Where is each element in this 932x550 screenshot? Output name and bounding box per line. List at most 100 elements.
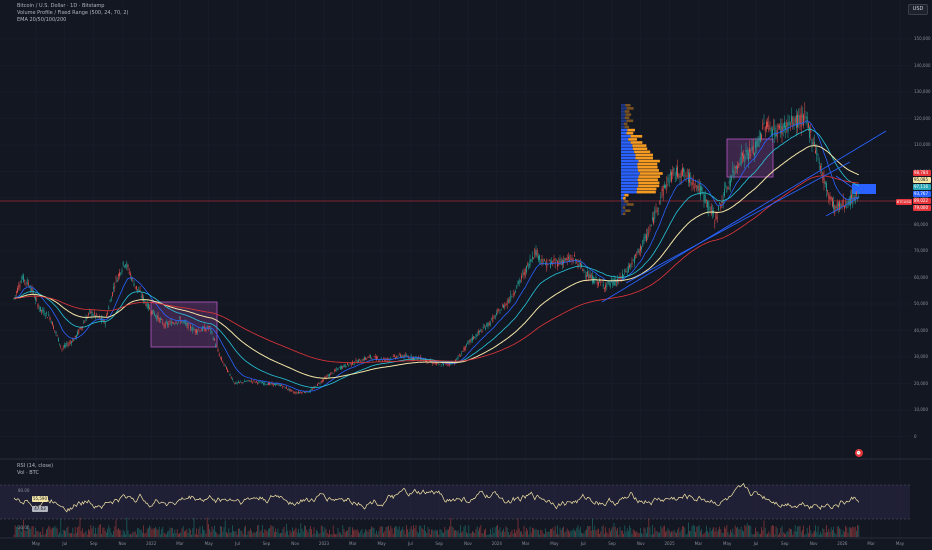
candle-body — [514, 293, 515, 295]
candle-body — [334, 369, 335, 372]
volume-bar — [731, 532, 732, 537]
volume-bar — [281, 532, 282, 537]
candle-body — [524, 269, 526, 276]
symbol-title[interactable]: Bitcoin / U.S. Dollar · 1D · Bitstamp — [17, 3, 105, 9]
candle-body — [376, 356, 377, 361]
volume-bar — [685, 534, 687, 537]
ema-legend[interactable]: EMA 20/50/100/200 — [17, 17, 67, 23]
vp-down-bar — [624, 200, 629, 203]
candle-body — [479, 330, 480, 333]
volume-bar — [464, 525, 466, 537]
candle-body — [361, 360, 363, 362]
price-tag: 89,022 — [913, 198, 931, 204]
candle-body — [786, 122, 788, 127]
volume-bar — [436, 530, 437, 537]
volume-bar — [142, 532, 143, 537]
volume-bar — [132, 531, 134, 537]
volume-bar — [673, 529, 675, 537]
alarm-icon[interactable]: ⏰ — [855, 449, 863, 457]
candle-body — [90, 310, 92, 314]
volume-bar — [85, 530, 87, 537]
volume-bar — [854, 526, 856, 537]
candle-body — [170, 321, 172, 326]
volume-bar — [286, 523, 287, 537]
vp-up-bar — [621, 166, 638, 169]
candle-body — [152, 309, 154, 314]
candle-body — [286, 387, 287, 389]
candle-body — [634, 256, 635, 264]
candle-body — [481, 330, 483, 333]
candle-body — [32, 290, 34, 294]
volume-bar — [434, 529, 436, 537]
candle-body — [773, 125, 774, 126]
candle-body — [605, 285, 606, 289]
volume-bar — [211, 526, 213, 537]
candle-body — [487, 322, 489, 327]
candle-body — [511, 296, 513, 298]
candle-body — [155, 315, 156, 317]
candle-body — [550, 262, 551, 268]
volume-bar — [61, 533, 63, 537]
candle-body — [826, 183, 827, 191]
volume-bar — [476, 526, 478, 537]
volume-bar — [626, 528, 628, 537]
candle-body — [17, 288, 18, 293]
candle-body — [659, 202, 660, 203]
x-tick-label: Mar — [521, 541, 530, 546]
volume-bar — [768, 531, 770, 537]
volume-bar — [521, 531, 522, 537]
y-tick-label: 30,000 — [914, 354, 928, 359]
candle-body — [371, 357, 372, 359]
volume-bar — [72, 527, 74, 537]
channel-bottom — [825, 197, 859, 217]
volume-bar — [181, 528, 183, 537]
volume-bar — [442, 532, 443, 537]
vp-down-bar — [634, 150, 651, 154]
volume-bar — [586, 529, 587, 537]
candle-body — [739, 163, 741, 165]
candle-body — [484, 326, 485, 328]
candle-body — [547, 264, 549, 265]
y-tick-label: 20,000 — [914, 380, 928, 386]
currency-button[interactable]: USD — [908, 4, 928, 15]
volume-bar — [512, 533, 514, 537]
candle-body — [774, 127, 776, 137]
candle-body — [602, 283, 604, 287]
volume-bar — [655, 531, 657, 537]
candle-body — [245, 381, 246, 383]
candle-body — [673, 168, 675, 170]
candle-body — [736, 165, 737, 169]
candle-body — [608, 280, 610, 285]
price-tag: 95,085 — [913, 177, 931, 183]
candle-body — [374, 356, 376, 359]
candle-body — [403, 354, 405, 358]
candle-body — [446, 362, 448, 365]
volume-bar — [202, 526, 203, 537]
candle-body — [506, 300, 508, 305]
volume-bar — [562, 527, 563, 537]
volume-bar — [440, 529, 442, 537]
candle-body — [176, 322, 178, 324]
consolidation-box — [726, 138, 774, 178]
volume-profile-legend[interactable]: Volume Profile / Fixed Range (500, 24, 7… — [17, 10, 129, 16]
candle-body — [788, 121, 790, 125]
volume-bar — [851, 528, 852, 537]
volume-bar — [364, 532, 365, 537]
volume-bar — [232, 525, 233, 537]
candle-body — [227, 369, 228, 372]
candle-body — [44, 315, 46, 317]
candle-body — [158, 317, 160, 322]
vp-down-bar — [636, 190, 656, 194]
vol-title[interactable]: Vol · BTC — [17, 470, 39, 476]
volume-bar — [702, 534, 704, 537]
rsi-title[interactable]: RSI (14, close) — [17, 463, 54, 469]
vp-down-bar — [622, 206, 626, 209]
volume-bar — [721, 532, 723, 537]
volume-bar — [170, 527, 172, 537]
candle-body — [607, 281, 609, 284]
candle-body — [390, 358, 392, 359]
volume-bar — [623, 533, 624, 537]
candle-body — [688, 172, 689, 183]
volume-bar — [581, 532, 582, 537]
